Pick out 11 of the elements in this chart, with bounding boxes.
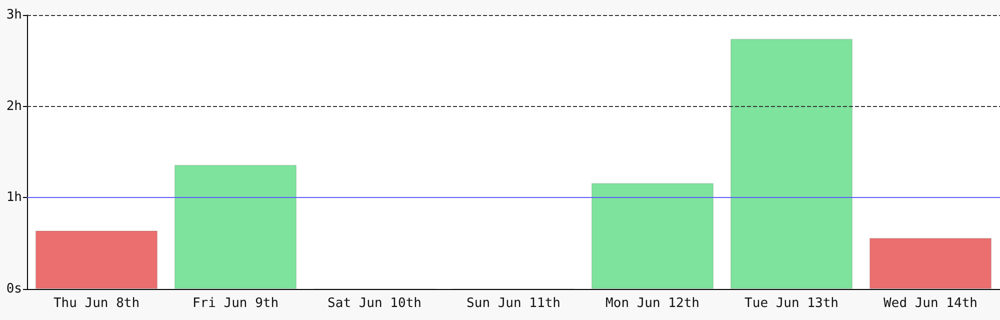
x-tick-label: Sat Jun 10th	[328, 296, 422, 311]
x-tick-label: Thu Jun 8th	[53, 296, 140, 311]
y-tick-label: 3h	[6, 8, 22, 22]
y-tick-label: 0s	[6, 282, 22, 296]
x-tick-label: Sun Jun 11th	[466, 296, 560, 311]
x-tick-label: Mon Jun 12th	[606, 296, 700, 311]
y-tick-label: 1h	[6, 190, 22, 206]
x-tick-label: Fri Jun 9th	[192, 296, 279, 311]
x-tick-label: Wed Jun 14th	[884, 296, 978, 311]
y-tick-label: 2h	[6, 98, 22, 114]
x-tick-label: Tue Jun 13th	[744, 296, 838, 311]
